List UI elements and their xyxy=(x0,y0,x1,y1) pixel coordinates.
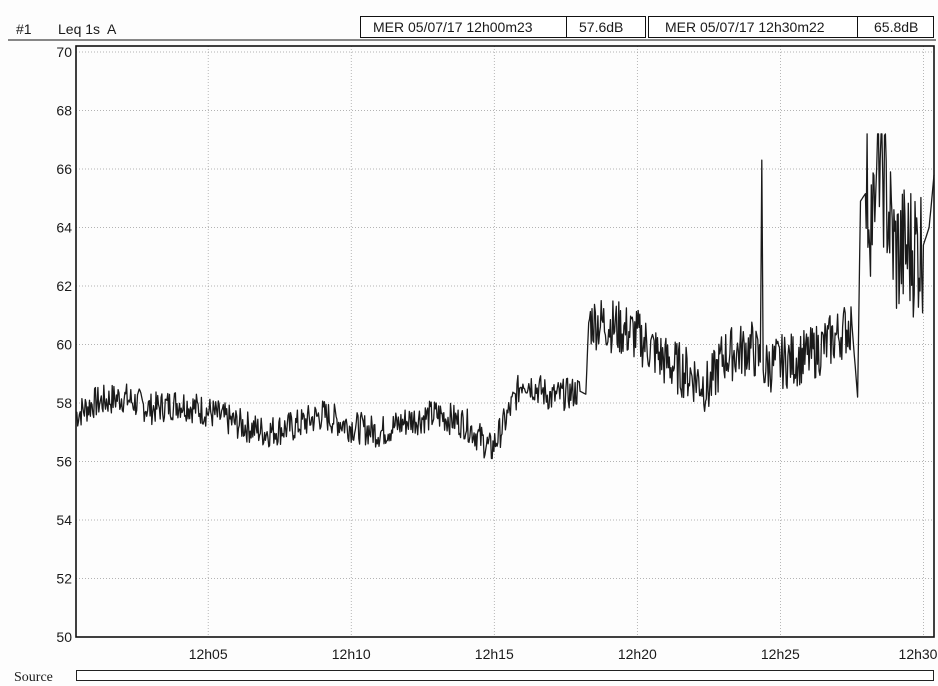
x-tick-label: 12h25 xyxy=(761,646,800,662)
y-tick-label: 54 xyxy=(56,512,72,528)
y-tick-label: 50 xyxy=(56,629,72,645)
x-tick-label: 12h10 xyxy=(332,646,371,662)
source-bar[interactable] xyxy=(76,670,934,681)
cursor2-datetime: MER 05/07/17 12h30m22 xyxy=(648,16,858,38)
y-tick-label: 68 xyxy=(56,103,72,119)
y-tick-label: 52 xyxy=(56,571,72,587)
cursor1-value-box: 57.6dB xyxy=(566,16,646,38)
x-tick-label: 12h15 xyxy=(475,646,514,662)
x-tick-label: 12h05 xyxy=(189,646,228,662)
cursor2-unit: dB xyxy=(901,19,919,35)
cursor1-datetime: MER 05/07/17 12h00m23 xyxy=(360,16,567,38)
leq-series-line xyxy=(75,133,935,460)
x-tick-label: 12h20 xyxy=(618,646,657,662)
grid xyxy=(76,46,934,637)
x-tick-label: 12h30 xyxy=(899,646,938,662)
y-tick-label: 64 xyxy=(56,220,72,236)
y-tick-label: 58 xyxy=(56,395,72,411)
y-tick-label: 62 xyxy=(56,278,72,294)
cursor2-value-box: 65.8dB xyxy=(857,16,934,38)
y-tick-label: 60 xyxy=(56,337,72,353)
plot-frame xyxy=(75,45,935,638)
x-axis: 12h05 12h10 12h15 12h20 12h25 12h30 xyxy=(189,646,938,662)
y-tick-label: 56 xyxy=(56,454,72,470)
source-label: Source xyxy=(14,670,53,685)
y-axis: 50 52 54 56 58 60 62 64 66 68 70 xyxy=(56,44,72,645)
y-tick-label: 66 xyxy=(56,161,72,177)
y-tick-label: 70 xyxy=(56,44,72,60)
measure-label: Leq 1s A xyxy=(58,21,117,37)
channel-label: #1 xyxy=(16,21,32,37)
cursor2-value: 65.8 xyxy=(874,19,902,35)
cursor1-unit: dB xyxy=(606,19,624,35)
cursor1-value: 57.6 xyxy=(579,19,607,35)
